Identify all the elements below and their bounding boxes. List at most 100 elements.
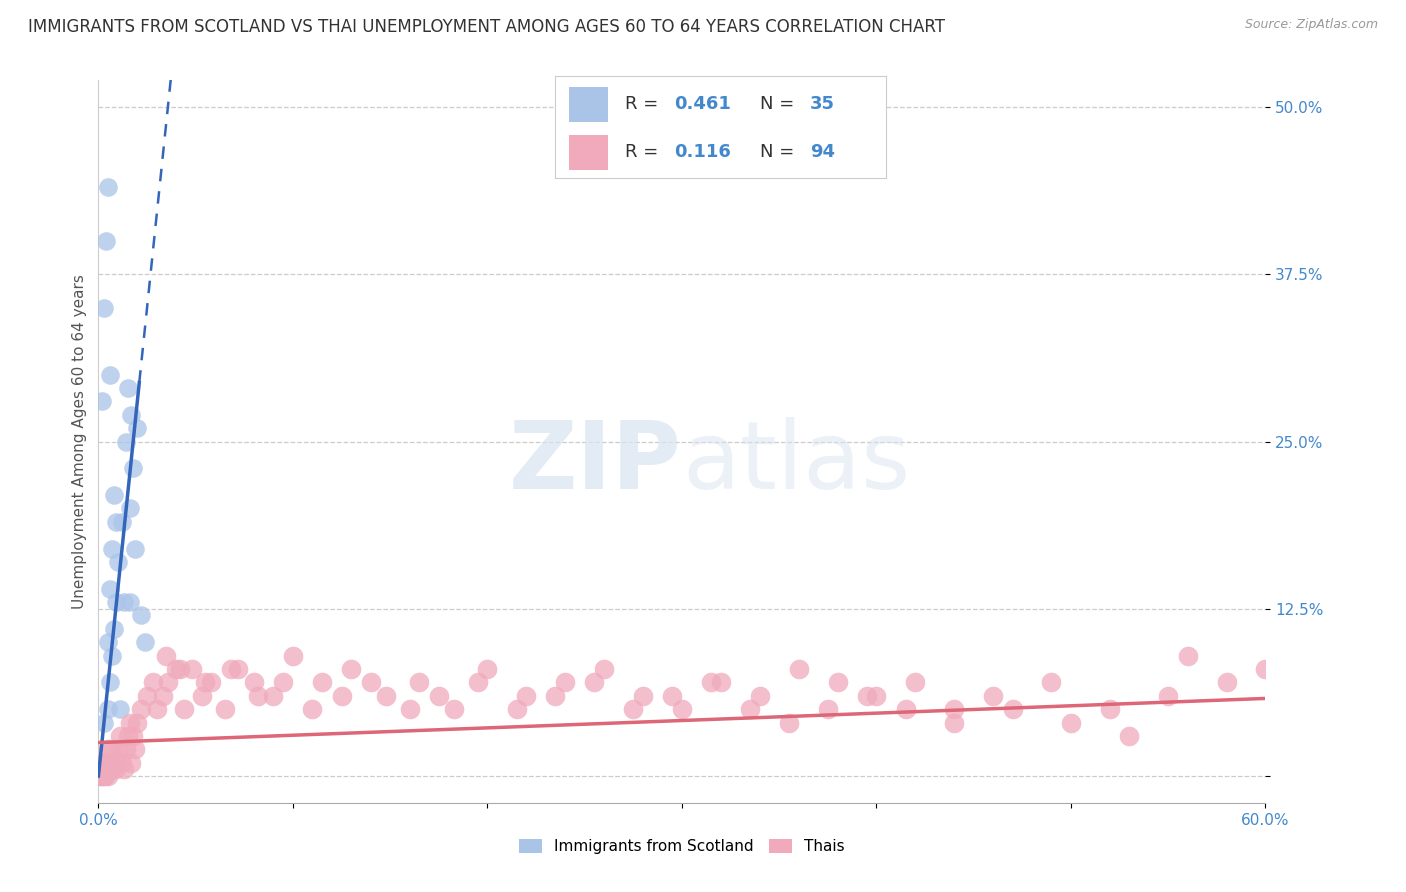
Point [96,756,118,770]
Point [98,582,121,596]
Point [1118,729,1140,743]
Point [103,622,125,636]
Point [129,702,152,716]
Point [200,675,222,690]
Point [104,595,127,609]
Text: N =: N = [761,95,800,113]
Point [243,675,266,690]
Point [93,769,115,783]
Point [97,180,120,194]
Point [101,541,124,556]
Point [631,689,654,703]
Text: Source: ZipAtlas.com: Source: ZipAtlas.com [1244,18,1378,31]
Point [101,648,124,663]
Y-axis label: Unemployment Among Ages 60 to 64 years: Unemployment Among Ages 60 to 64 years [72,274,87,609]
Point [155,648,177,663]
Point [107,555,129,569]
Point [117,729,139,743]
Point [118,715,141,730]
Point [96,234,118,248]
Text: R =: R = [624,95,664,113]
Point [246,689,269,703]
Point [281,648,304,663]
Text: atlas: atlas [682,417,910,509]
Point [112,595,135,609]
Point [661,689,683,703]
Point [165,662,187,676]
Text: 0.116: 0.116 [675,143,731,161]
Point [97,742,120,756]
Point [122,729,145,743]
Point [1157,689,1180,703]
Point [96,762,118,776]
Point [214,702,236,716]
Point [190,689,212,703]
Point [157,675,180,690]
Point [408,675,430,690]
Point [169,662,191,676]
Point [114,742,136,756]
Point [787,662,810,676]
Point [101,762,124,776]
Point [855,689,877,703]
Text: 0.461: 0.461 [675,95,731,113]
Point [301,702,323,716]
Point [505,702,527,716]
Legend: Immigrants from Scotland, Thais: Immigrants from Scotland, Thais [513,833,851,860]
Point [89,769,111,783]
Point [108,702,131,716]
Point [593,662,616,676]
Point [340,662,363,676]
Point [117,381,139,395]
Text: 94: 94 [810,143,835,161]
Point [104,515,127,529]
Point [710,675,733,690]
FancyBboxPatch shape [568,87,609,122]
Point [112,762,135,776]
Point [621,702,644,716]
Text: R =: R = [624,143,664,161]
Point [93,756,115,770]
Point [104,762,127,776]
Point [943,715,966,730]
Point [583,675,606,690]
Point [103,488,125,502]
Point [98,368,121,382]
Point [180,662,202,676]
Point [122,461,145,475]
Point [981,689,1004,703]
Point [91,394,114,409]
Point [671,702,693,716]
Point [91,769,114,783]
Point [271,675,294,690]
Point [111,756,134,770]
Point [904,675,927,690]
Point [96,769,118,783]
Point [97,702,120,716]
Point [146,702,169,716]
Point [124,742,146,756]
Point [554,675,576,690]
Point [544,689,567,703]
Point [228,662,250,676]
Point [894,702,917,716]
Point [93,715,115,730]
Point [943,702,966,716]
Point [114,434,136,449]
Point [136,689,159,703]
Point [142,675,165,690]
Point [101,762,124,776]
Text: 35: 35 [810,95,835,113]
Point [103,756,125,770]
Point [91,769,114,783]
Point [101,742,124,756]
Point [311,675,333,690]
Point [111,515,134,529]
Point [515,689,537,703]
Point [865,689,887,703]
Point [1098,702,1121,716]
Point [1040,675,1063,690]
Point [97,635,120,649]
Point [91,762,114,776]
Point [262,689,284,703]
